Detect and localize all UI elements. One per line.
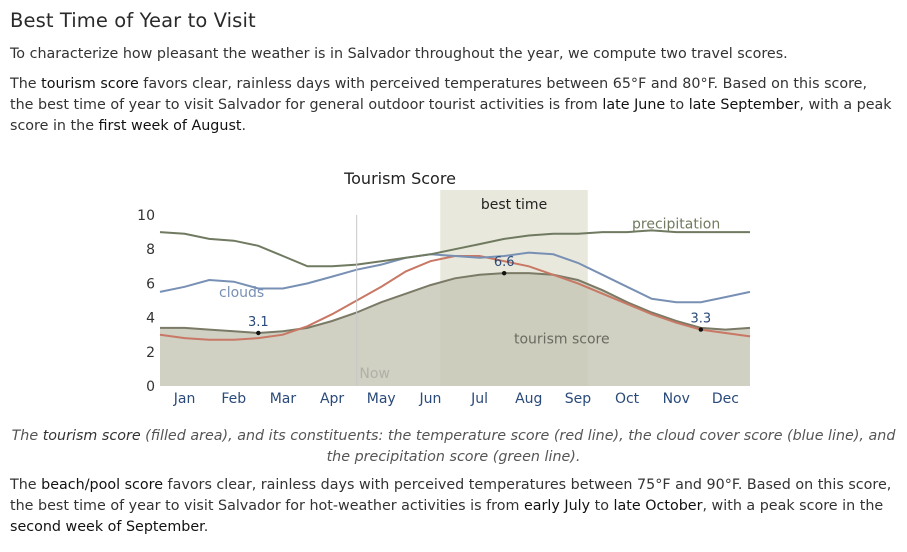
tourism-chart: best time Tourism Score Now 3.1 6.6 3.3 tou… xyxy=(0,160,907,460)
beach-start: early July xyxy=(523,498,591,514)
page-title: Best Time of Year to Visit xyxy=(10,9,256,32)
beach-text-3: to xyxy=(590,498,614,514)
x-tick-label-aug: Aug xyxy=(515,391,542,407)
beach-score-term: beach/pool score xyxy=(41,477,164,493)
x-tick-label-sep: Sep xyxy=(565,391,592,407)
precipitation-line xyxy=(159,229,750,268)
tourism-score-series-label: tourism score xyxy=(514,331,610,347)
tourism-score-value-label-2: 3.3 xyxy=(690,312,711,327)
chart-title: Tourism Score xyxy=(343,169,456,188)
tourism-start: late June xyxy=(602,97,666,113)
clouds-line xyxy=(159,251,751,304)
tourism-text-5: . xyxy=(241,118,247,134)
tourism-score-marker-0 xyxy=(256,330,261,336)
x-tick-label-may: May xyxy=(367,391,396,407)
x-tick-label-jun: Jun xyxy=(418,391,441,407)
beach-text-2: favors clear, rainless days with perceiv… xyxy=(10,477,892,514)
tourism-score-area xyxy=(160,273,750,386)
tourism-end: late September xyxy=(688,97,800,113)
tourism-score-marker-1 xyxy=(501,270,507,276)
area-layer xyxy=(160,273,750,386)
beach-peak: second week of September xyxy=(10,519,204,535)
best-time-label: best time xyxy=(481,197,547,213)
beach-end: late October xyxy=(613,498,703,514)
caption-text-1: The xyxy=(11,428,43,445)
tourism-score-term: tourism score xyxy=(41,76,139,92)
tourism-chart-svg: best time Tourism Score Now 3.1 6.6 3.3 tou… xyxy=(137,169,751,407)
beach-paragraph: The beach/pool score favors clear, rainl… xyxy=(10,475,895,538)
labels-layer: 3.1 6.6 3.3 tourism score clouds precipitatio… xyxy=(219,217,720,348)
beach-text-1: The xyxy=(10,477,42,493)
caption-text-2: (filled area), and its constituents: the… xyxy=(140,428,896,466)
x-tick-label-dec: Dec xyxy=(712,391,739,407)
tourism-text-3: to xyxy=(665,97,689,113)
x-tick-label-oct: Oct xyxy=(615,391,640,407)
y-tick-label-6: 6 xyxy=(146,276,155,292)
axes-layer: 0 2 4 6 8 10 Jan Feb Mar Apr May Jun Jul Aug Sep Oct Nov… xyxy=(137,208,739,407)
y-tick-label-2: 2 xyxy=(146,345,155,361)
y-tick-label-0: 0 xyxy=(146,379,155,395)
beach-text-5: . xyxy=(203,519,209,535)
tourism-score-value-label-1: 6.6 xyxy=(494,255,515,270)
y-tick-label-8: 8 xyxy=(146,242,155,258)
precipitation-series-label: precipitation xyxy=(632,217,720,233)
tourism-paragraph: The tourism score favors clear, rainless… xyxy=(10,74,895,137)
tourism-text-4: , with a peak score in the xyxy=(10,97,892,134)
x-tick-label-apr: Apr xyxy=(320,391,344,407)
x-tick-label-jul: Jul xyxy=(470,391,488,407)
tourism-text-1: The xyxy=(10,76,42,92)
beach-text-4: , with a peak score in the xyxy=(702,498,884,514)
x-tick-label-feb: Feb xyxy=(221,391,246,407)
y-tick-label-10: 10 xyxy=(137,208,155,224)
tourism-text-2: favors clear, rainless days with perceiv… xyxy=(10,76,868,113)
now-label: Now xyxy=(359,366,390,382)
tourism-peak: first week of August xyxy=(98,118,242,134)
caption-term: tourism score xyxy=(42,428,141,445)
intro-paragraph: To characterize how pleasant the weather… xyxy=(10,46,788,62)
x-tick-label-nov: Nov xyxy=(663,391,690,407)
clouds-series-label: clouds xyxy=(219,285,264,301)
y-tick-label-4: 4 xyxy=(146,311,155,327)
chart-caption: The tourism score (filled area), and its… xyxy=(0,426,907,468)
x-tick-label-jan: Jan xyxy=(173,391,196,407)
tourism-score-value-label-0: 3.1 xyxy=(248,315,269,330)
tourism-score-marker-2 xyxy=(698,327,704,332)
x-tick-label-mar: Mar xyxy=(270,391,297,407)
